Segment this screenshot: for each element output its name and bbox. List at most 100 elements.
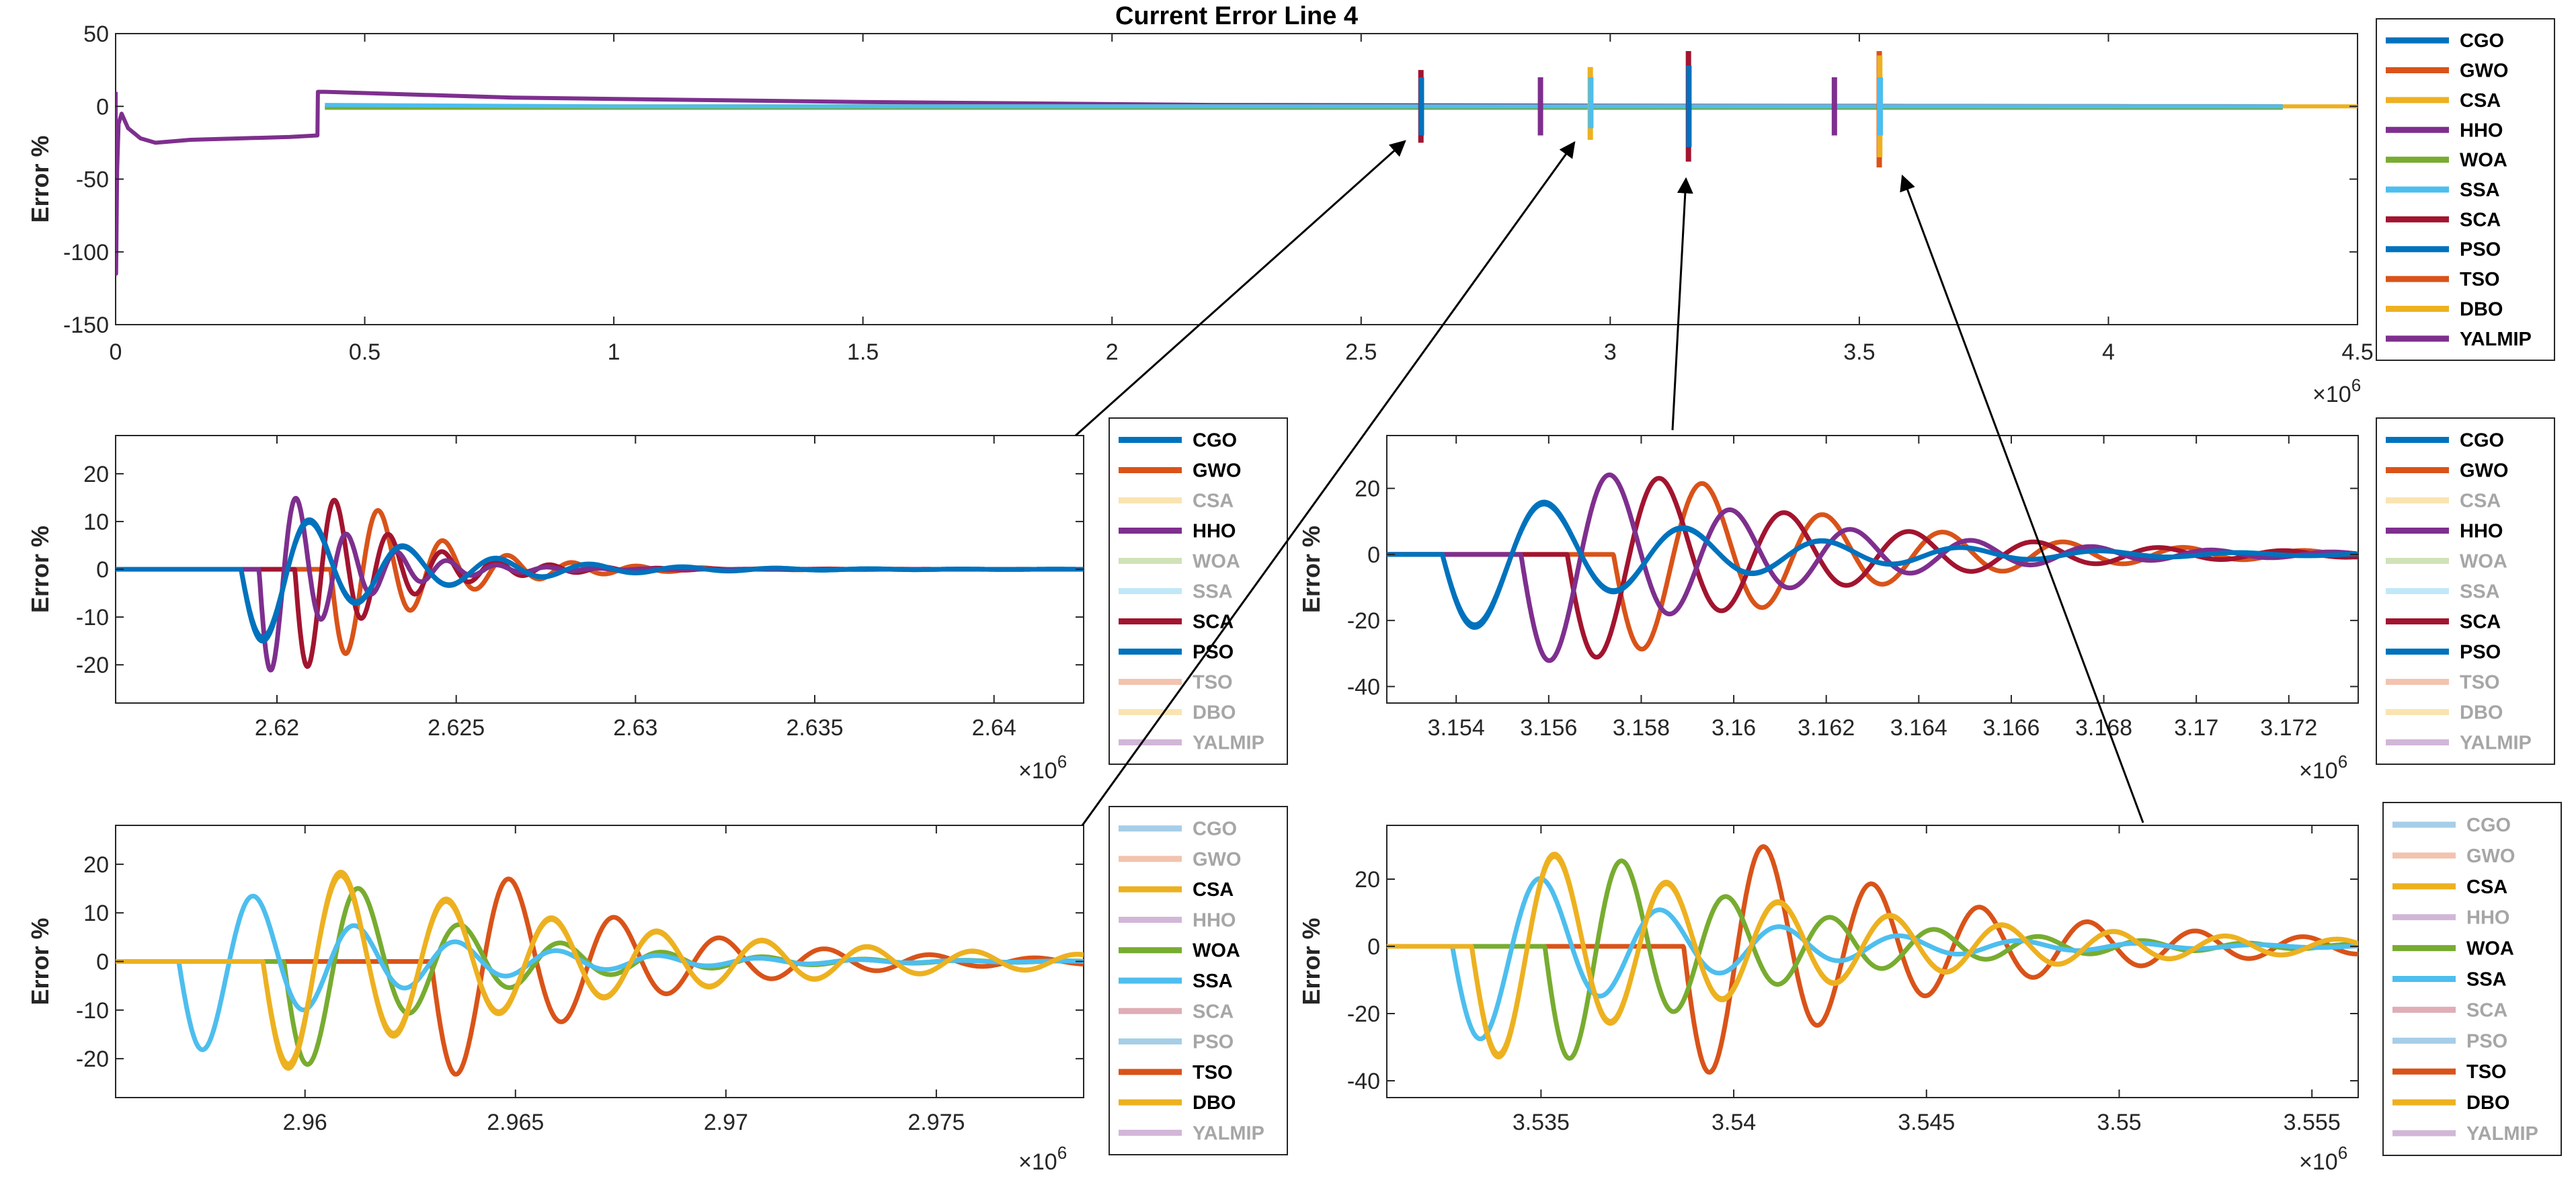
x-tick-label: 3.535 — [1513, 1110, 1570, 1135]
legend-label-woa[interactable]: WOA — [2460, 150, 2507, 171]
x-tick-label: 3.158 — [1613, 715, 1670, 741]
x-tick-label: 0.5 — [349, 339, 380, 365]
legend-label-sca[interactable]: SCA — [1193, 612, 1234, 633]
y-tick-label: 0 — [96, 950, 109, 975]
legend-label-tso[interactable]: TSO — [1193, 672, 1233, 694]
x-tick-label: 2.96 — [283, 1110, 327, 1135]
legend-label-woa[interactable]: WOA — [1193, 940, 1240, 962]
x-tick-label: 2 — [1106, 339, 1119, 365]
legend-label-ssa[interactable]: SSA — [2466, 969, 2507, 991]
legend-label-hho[interactable]: HHO — [2466, 907, 2509, 929]
legend-label-dbo[interactable]: DBO — [1193, 702, 1236, 724]
legend-label-csa[interactable]: CSA — [1193, 491, 1234, 512]
legend-label-dbo[interactable]: DBO — [2460, 702, 2503, 724]
legend-label-gwo[interactable]: GWO — [1193, 849, 1242, 870]
legend-label-gwo[interactable]: GWO — [2460, 60, 2509, 82]
legend-label-pso[interactable]: PSO — [2460, 239, 2501, 261]
x-tick-label: 3.16 — [1712, 715, 1756, 741]
legend-label-ssa[interactable]: SSA — [1193, 971, 1233, 992]
x-tick-label: 3.164 — [1890, 715, 1947, 741]
legend-label-yalmip[interactable]: YALMIP — [1193, 1122, 1264, 1144]
x-tick-label: 3.166 — [1982, 715, 2040, 741]
legend-label-sca[interactable]: SCA — [2466, 999, 2507, 1021]
legend-label-dbo[interactable]: DBO — [1193, 1092, 1236, 1114]
legend-label-sca[interactable]: SCA — [2460, 612, 2501, 633]
legend-label-tso[interactable]: TSO — [1193, 1062, 1233, 1083]
x-tick-label: 2.97 — [704, 1110, 748, 1135]
legend-label-dbo[interactable]: DBO — [2460, 298, 2503, 320]
legend-label-cgo[interactable]: CGO — [1193, 430, 1237, 452]
series-group — [116, 870, 1084, 1077]
legend-label-csa[interactable]: CSA — [2460, 491, 2501, 512]
legend-label-tso[interactable]: TSO — [2460, 269, 2500, 290]
x-tick-label: 1 — [608, 339, 620, 365]
legend-label-yalmip[interactable]: YALMIP — [2466, 1123, 2538, 1145]
y-tick-label: 10 — [83, 901, 109, 926]
legend-label-cgo[interactable]: CGO — [2460, 30, 2504, 52]
x-tick-label: 2.63 — [613, 715, 657, 741]
legend-label-yalmip[interactable]: YALMIP — [1193, 733, 1264, 754]
legend-label-csa[interactable]: CSA — [2466, 876, 2507, 898]
legend-label-ssa[interactable]: SSA — [1193, 581, 1233, 603]
legend-label-pso[interactable]: PSO — [2460, 642, 2501, 663]
legend: CGO GWO CSA HHO WOA SSA SCA PSO TSO DBO YALMIP — [2382, 802, 2562, 1156]
legend-label-dbo[interactable]: DBO — [2466, 1092, 2509, 1114]
series-line-ssa — [116, 893, 1084, 1053]
x-tick-label: 3.156 — [1520, 715, 1577, 741]
x-tick-label: 2.64 — [972, 715, 1016, 741]
legend-label-woa[interactable]: WOA — [2460, 551, 2507, 573]
x-tick-label: 3 — [1604, 339, 1617, 365]
legend-label-tso[interactable]: TSO — [2466, 1061, 2507, 1083]
legend-label-hho[interactable]: HHO — [1193, 909, 1236, 931]
y-tick-label: 0 — [1367, 542, 1380, 568]
callout-arrow-zoom1 — [1075, 140, 1406, 437]
legend-label-pso[interactable]: PSO — [2466, 1030, 2507, 1052]
legend-label-ssa[interactable]: SSA — [2460, 581, 2500, 603]
y-tick-label: -20 — [76, 653, 109, 678]
legend-label-ssa[interactable]: SSA — [2460, 179, 2500, 201]
y-tick-label: 20 — [83, 462, 109, 487]
legend-label-sca[interactable]: SCA — [1193, 1001, 1234, 1022]
x-tick-label: 3.162 — [1798, 715, 1855, 741]
x-tick-label: 3.555 — [2284, 1110, 2341, 1135]
y-tick-label: -20 — [76, 1046, 109, 1072]
legend-label-woa[interactable]: WOA — [2466, 938, 2514, 960]
y-axis-label: Error % — [26, 526, 54, 613]
legend-label-gwo[interactable]: GWO — [2466, 846, 2515, 867]
y-tick-label: -50 — [76, 167, 109, 193]
x-tick-label: 3.55 — [2097, 1110, 2141, 1135]
x-tick-label: 3.545 — [1898, 1110, 1955, 1135]
legend-label-yalmip[interactable]: YALMIP — [2460, 329, 2532, 350]
y-tick-label: 20 — [83, 852, 109, 878]
legend-label-pso[interactable]: PSO — [1193, 1032, 1234, 1053]
y-tick-label: -40 — [1347, 1069, 1380, 1094]
series-line-csa — [116, 873, 1084, 1067]
series-group — [1387, 844, 2358, 1075]
series-line-pso — [116, 520, 1084, 640]
x-tick-label: 2.965 — [487, 1110, 544, 1135]
x-axis-multiplier: ×106 — [1018, 751, 1067, 784]
legend-label-csa[interactable]: CSA — [2460, 90, 2501, 112]
series-group — [116, 495, 1084, 673]
legend-label-csa[interactable]: CSA — [1193, 879, 1234, 901]
legend-label-woa[interactable]: WOA — [1193, 551, 1240, 573]
legend-label-hho[interactable]: HHO — [2460, 521, 2503, 542]
legend-label-cgo[interactable]: CGO — [2466, 815, 2511, 836]
legend-label-cgo[interactable]: CGO — [1193, 819, 1237, 840]
legend-label-yalmip[interactable]: YALMIP — [2460, 733, 2532, 754]
x-tick-label: 3.172 — [2260, 715, 2317, 741]
legend-label-hho[interactable]: HHO — [1193, 521, 1236, 542]
legend-label-cgo[interactable]: CGO — [2460, 430, 2504, 452]
legend-label-gwo[interactable]: GWO — [1193, 460, 1242, 482]
legend: CGO GWO CSA HHO WOA SSA SCA PSO TSO DBO YALMIP — [1109, 806, 1288, 1155]
callout-arrow-zoom4 — [1900, 174, 2144, 823]
legend-label-sca[interactable]: SCA — [2460, 209, 2501, 231]
legend-label-tso[interactable]: TSO — [2460, 672, 2500, 694]
legend-label-hho[interactable]: HHO — [2460, 120, 2503, 141]
legend-label-gwo[interactable]: GWO — [2460, 460, 2509, 482]
y-tick-label: 0 — [96, 557, 109, 583]
chart-zoom2: 20 0 -20 -40 3.154 3.156 3.158 3.16 3.162 3.164 3.… — [1297, 417, 2555, 784]
